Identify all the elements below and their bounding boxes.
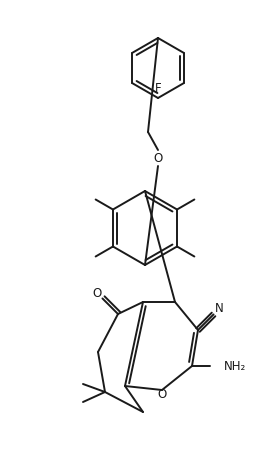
Text: O: O — [157, 388, 167, 401]
Text: NH₂: NH₂ — [224, 360, 246, 372]
Text: O: O — [93, 287, 102, 300]
Text: O: O — [153, 152, 163, 165]
Text: F: F — [155, 82, 161, 94]
Text: N: N — [215, 302, 224, 315]
